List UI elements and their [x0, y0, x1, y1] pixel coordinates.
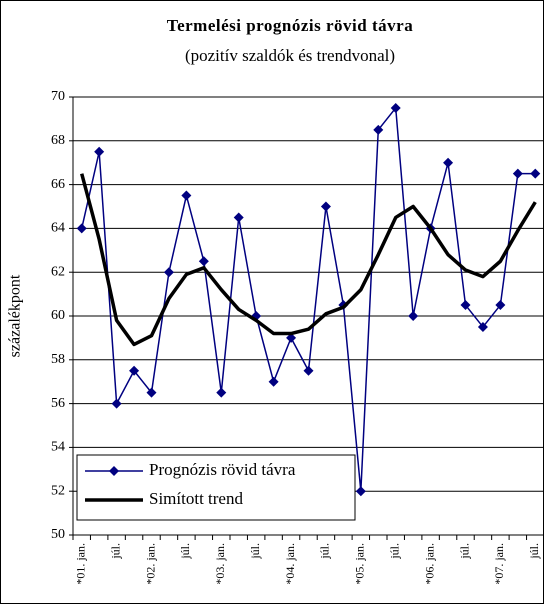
y-tick-label: 66: [51, 177, 65, 192]
legend-label: Simított trend: [149, 489, 243, 508]
x-tick-label: *02. jan.: [143, 543, 157, 585]
point-marker: [303, 365, 314, 376]
y-axis-label: százalékpont: [7, 274, 24, 357]
x-tick-label: *04. jan.: [283, 543, 297, 585]
y-tick-label: 58: [51, 352, 65, 367]
point-marker: [233, 212, 244, 223]
chart-title: Termelési prognózis rövid távra: [167, 16, 413, 35]
point-marker: [111, 398, 122, 409]
y-tick-label: 62: [51, 264, 65, 279]
point-marker: [460, 300, 471, 311]
legend-box: [76, 454, 356, 521]
point-marker: [390, 102, 401, 113]
x-tick-label: júl.: [527, 543, 541, 560]
point-marker: [495, 300, 506, 311]
x-tick-label: *06. jan.: [422, 543, 436, 585]
point-marker: [268, 376, 279, 387]
point-marker: [408, 311, 419, 321]
legend-label: Prognózis rövid távra: [149, 460, 296, 479]
x-tick-label: *05. jan.: [353, 543, 367, 585]
legend-marker: [109, 466, 119, 476]
x-tick-label: júl.: [108, 543, 122, 560]
x-tick-label: *01. jan.: [73, 543, 87, 585]
y-tick-label: 56: [51, 396, 65, 411]
point-marker: [181, 190, 192, 201]
point-marker: [76, 223, 87, 234]
y-tick-label: 70: [51, 89, 65, 104]
y-tick-label: 64: [51, 221, 65, 236]
point-marker: [512, 168, 523, 179]
point-marker: [530, 168, 541, 179]
x-tick-label: júl.: [387, 543, 401, 560]
y-tick-label: 50: [51, 527, 65, 542]
point-marker: [373, 124, 384, 135]
point-marker: [94, 146, 105, 157]
x-tick-label: júl.: [248, 543, 262, 560]
point-marker: [146, 387, 157, 398]
y-tick-label: 68: [51, 133, 65, 148]
y-tick-label: 60: [51, 308, 65, 323]
point-marker: [320, 201, 331, 212]
series-line: [80, 173, 537, 347]
point-marker: [163, 267, 174, 278]
x-tick-label: *07. jan.: [492, 543, 506, 585]
point-marker: [477, 321, 488, 332]
x-tick-label: júl.: [318, 543, 332, 560]
point-marker: [443, 157, 454, 168]
x-tick-label: júl.: [178, 543, 192, 560]
point-marker: [129, 365, 140, 376]
x-tick-label: júl.: [457, 543, 471, 560]
point-marker: [286, 332, 297, 343]
chart-subtitle: (pozitív szaldók és trendvonal): [185, 46, 395, 65]
x-tick-label: *03. jan.: [213, 543, 227, 585]
y-tick-label: 54: [51, 440, 65, 455]
point-marker: [216, 387, 227, 398]
point-marker: [198, 256, 209, 267]
point-marker: [355, 486, 366, 497]
y-tick-label: 52: [51, 483, 65, 498]
